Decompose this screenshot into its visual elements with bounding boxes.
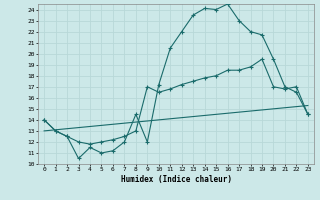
X-axis label: Humidex (Indice chaleur): Humidex (Indice chaleur)	[121, 175, 231, 184]
